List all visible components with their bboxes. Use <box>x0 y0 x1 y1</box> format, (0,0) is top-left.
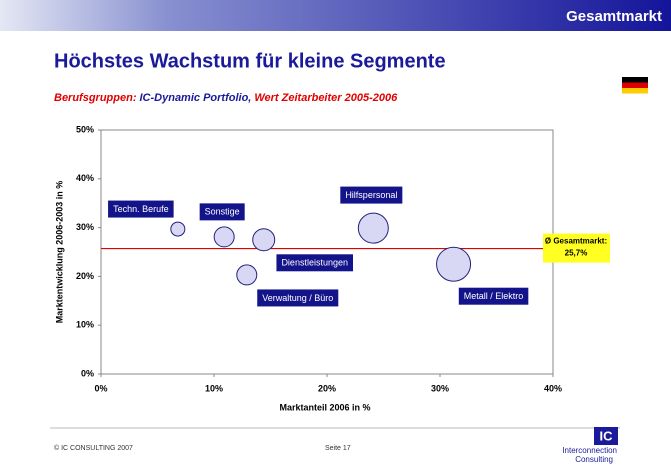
bubble <box>252 228 276 252</box>
logo: IC <box>600 428 614 443</box>
chart-title: Höchstes Wachstum für kleine Segmente <box>54 50 446 72</box>
footer-copyright: © IC CONSULTING 2007 <box>54 444 133 452</box>
bubble <box>436 246 472 282</box>
logo-box <box>594 427 618 445</box>
subtitle: Berufsgruppen: IC-Dynamic Portfolio, Wert … <box>54 92 398 104</box>
bubble <box>213 226 235 248</box>
data-label-text: Hilfspersonal <box>345 190 397 200</box>
subtitle-part: Berufsgruppen: <box>54 92 137 104</box>
data-label-box <box>276 254 353 272</box>
x-tick-label: 20% <box>318 383 336 393</box>
data-label-box <box>108 200 174 218</box>
x-axis-label: Marktanteil 2006 in % <box>279 402 370 412</box>
bubble <box>357 212 389 244</box>
y-tick-label: 10% <box>76 320 94 330</box>
data-label: Metall / Elektro <box>458 287 529 305</box>
bubble <box>236 264 258 286</box>
reference-box <box>543 233 610 263</box>
y-tick-label: 50% <box>76 124 94 134</box>
plot-border <box>100 129 554 375</box>
subtitle-part: IC-Dynamic Portfolio, <box>140 92 252 104</box>
data-label: Dienstleistungen <box>276 254 353 272</box>
header-bar <box>0 0 671 31</box>
data-label-text: Dienstleistungen <box>281 258 348 268</box>
data-label-text: Verwaltung / Büro <box>262 293 333 303</box>
x-tick-label: 40% <box>544 383 562 393</box>
data-label-box <box>257 289 339 307</box>
data-label: Verwaltung / Büro <box>257 289 339 307</box>
company-name: Interconnection <box>562 446 617 455</box>
x-tick-label: 30% <box>431 383 449 393</box>
data-label: Techn. Berufe <box>108 200 174 218</box>
bubble <box>170 221 186 237</box>
reference-label: Ø Gesamtmarkt: <box>545 237 607 246</box>
x-tick-label: 0% <box>94 383 107 393</box>
company-name: Consulting <box>575 455 613 464</box>
data-label-box <box>199 203 245 221</box>
subtitle-part: Wert Zeitarbeiter 2005-2006 <box>254 92 398 104</box>
data-label: Sonstige <box>199 203 245 221</box>
reference-value: 25,7% <box>565 249 588 258</box>
y-tick-label: 0% <box>81 368 94 378</box>
flag <box>622 77 648 94</box>
y-tick-label: 30% <box>76 222 94 232</box>
y-axis-label: Marktentwicklung 2006-2003 in % <box>54 181 64 324</box>
footer-page: Seite 17 <box>325 445 351 452</box>
header-section: Gesamtmarkt <box>566 8 662 25</box>
data-label-box <box>340 186 403 204</box>
y-tick-label: 40% <box>76 173 94 183</box>
y-tick-label: 20% <box>76 271 94 281</box>
x-tick-label: 10% <box>205 383 223 393</box>
data-label: Hilfspersonal <box>340 186 403 204</box>
data-label-text: Techn. Berufe <box>113 204 169 214</box>
data-label-text: Metall / Elektro <box>464 291 524 301</box>
data-label-text: Sonstige <box>205 207 240 217</box>
data-label-box <box>458 287 529 305</box>
